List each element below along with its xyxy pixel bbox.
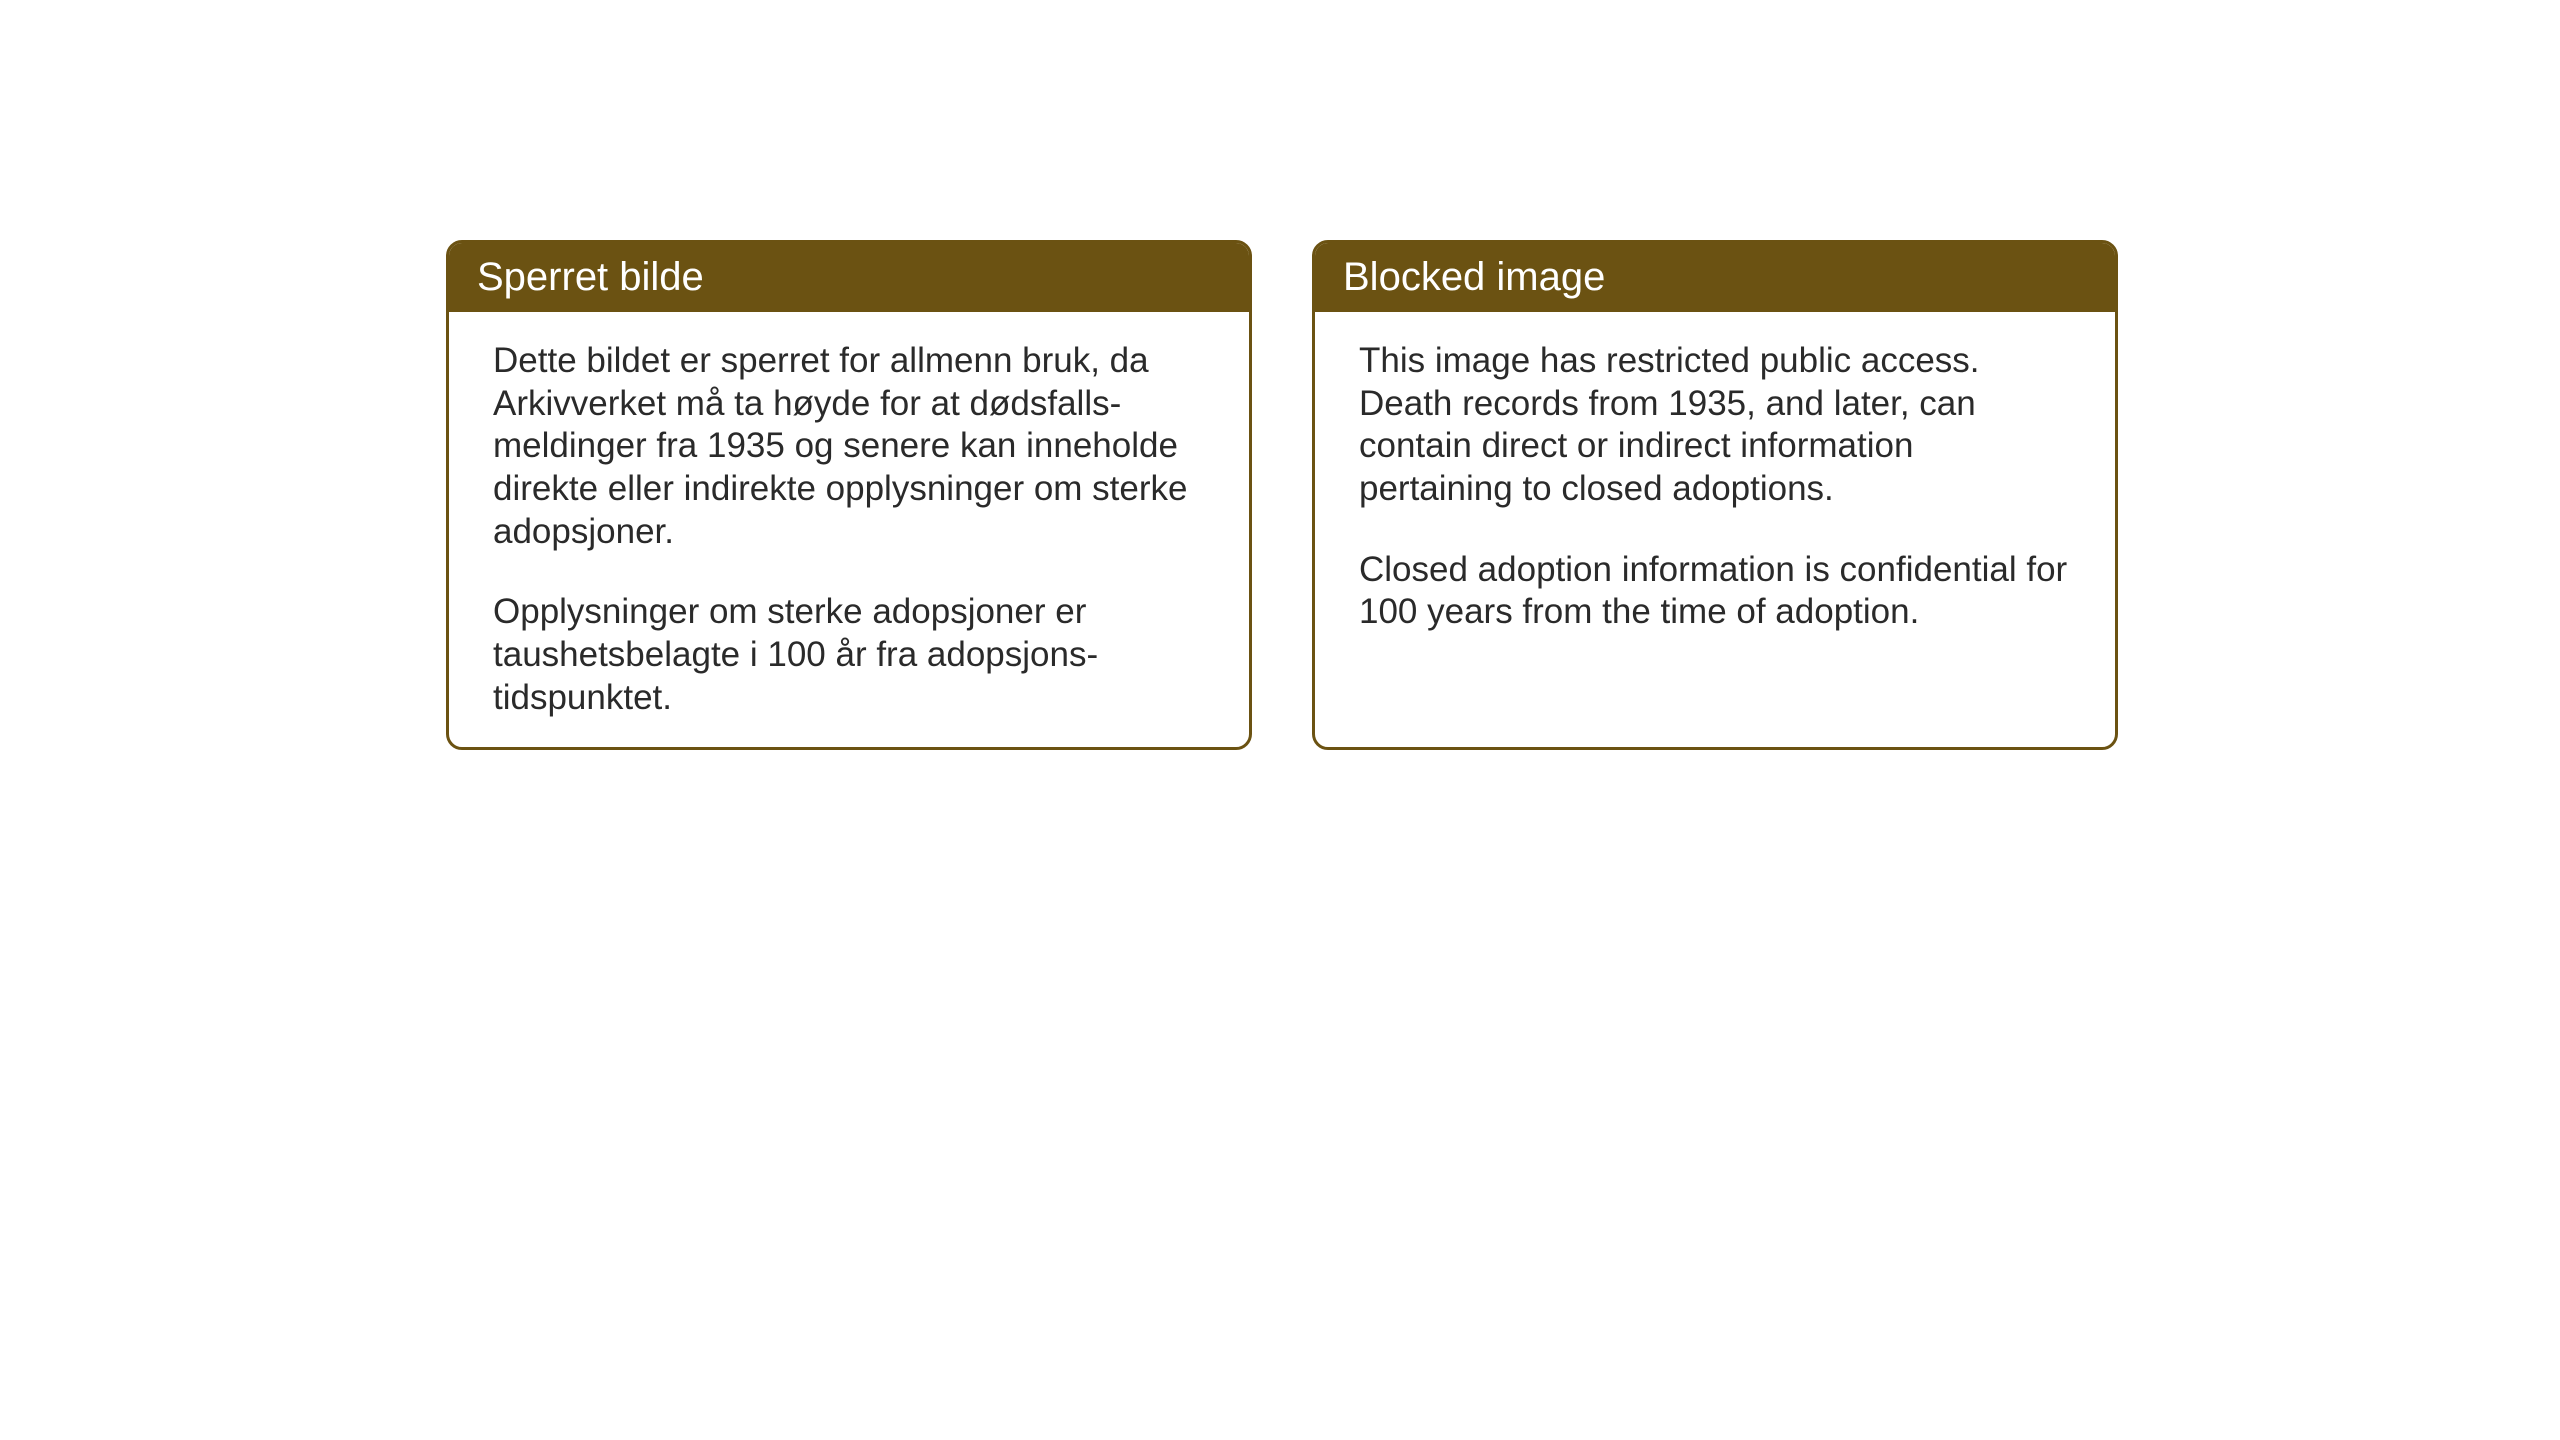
norwegian-notice-card: Sperret bilde Dette bildet er sperret fo… — [446, 240, 1252, 750]
english-card-title: Blocked image — [1315, 243, 2115, 312]
english-paragraph-1: This image has restricted public access.… — [1359, 340, 2071, 511]
norwegian-card-body: Dette bildet er sperret for allmenn bruk… — [449, 312, 1249, 748]
norwegian-paragraph-1: Dette bildet er sperret for allmenn bruk… — [493, 340, 1205, 553]
notice-container: Sperret bilde Dette bildet er sperret fo… — [0, 0, 2560, 750]
english-card-body: This image has restricted public access.… — [1315, 312, 2115, 662]
norwegian-card-title: Sperret bilde — [449, 243, 1249, 312]
english-notice-card: Blocked image This image has restricted … — [1312, 240, 2118, 750]
english-paragraph-2: Closed adoption information is confident… — [1359, 549, 2071, 634]
norwegian-paragraph-2: Opplysninger om sterke adopsjoner er tau… — [493, 591, 1205, 719]
